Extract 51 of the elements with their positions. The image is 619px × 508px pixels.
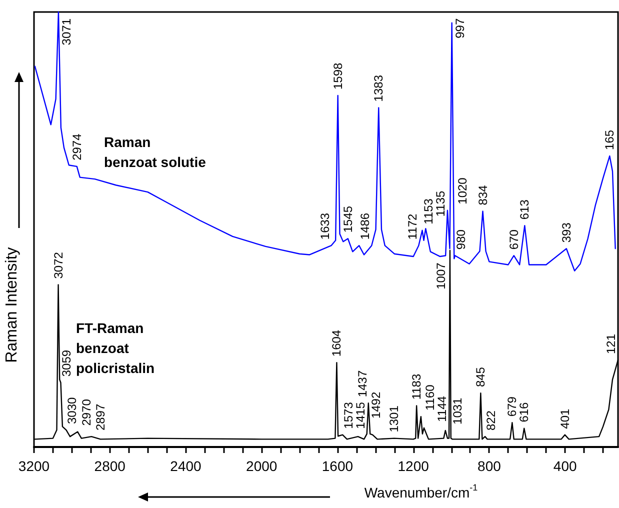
annotation: 2974 <box>70 133 84 160</box>
x-tick-label: 2800 <box>94 458 126 474</box>
annotation: 997 <box>452 18 467 38</box>
annotation: 1301 <box>387 405 402 432</box>
y-axis-title: Raman Intensity <box>4 247 20 363</box>
annotation: 1007 <box>434 262 448 290</box>
x-tick-label: 400 <box>553 458 577 474</box>
annotation: 1545 <box>340 206 355 233</box>
annotation: 1604 <box>330 330 344 357</box>
x-tick-label: 1200 <box>398 458 430 474</box>
annotation: 393 <box>559 222 574 243</box>
annotation: 2897 <box>93 404 108 431</box>
annotation: 3071 <box>59 18 74 46</box>
annotation: 165 <box>602 130 617 150</box>
annotation: 613 <box>518 199 532 220</box>
annotation: 1437 <box>355 370 370 398</box>
annotation: 1020 <box>455 177 470 204</box>
annotation: 121 <box>604 334 618 354</box>
annotation: 2970 <box>80 398 94 426</box>
annotation: 3030 <box>65 397 80 424</box>
x-tick-label: 1600 <box>322 458 354 474</box>
annotation: 1183 <box>410 374 424 400</box>
annotation: 670 <box>506 229 521 250</box>
annotation: 616 <box>517 402 532 422</box>
annotation: 401 <box>558 408 572 429</box>
annotation: 1153 <box>421 198 436 224</box>
annotation: 1573 <box>342 402 356 429</box>
series-label: FT-Raman benzoat policristalin <box>76 320 155 376</box>
annotation: 1633 <box>318 212 332 240</box>
x-tick-label: 800 <box>478 458 502 474</box>
annotation: 1492 <box>368 392 383 419</box>
annotation: 1486 <box>358 212 372 240</box>
annotation: 1031 <box>450 397 464 424</box>
annotation: 1598 <box>330 62 345 90</box>
annotation: 845 <box>474 366 488 388</box>
annotation: 980 <box>454 229 468 250</box>
annotation: 1172 <box>406 213 420 240</box>
series-label: Raman benzoat solutie <box>104 134 206 170</box>
x-tick-label: 2400 <box>170 458 202 474</box>
annotation: 1415 <box>354 402 368 429</box>
annotation: 1144 <box>434 396 449 422</box>
x-tick-label: 3200 <box>18 458 50 474</box>
annotation: 3059 <box>60 350 74 377</box>
x-tick-label: 2000 <box>246 458 278 474</box>
annotation: 822 <box>484 410 498 431</box>
annotation: 679 <box>505 396 520 417</box>
annotation: 1135 <box>434 190 448 217</box>
annotation: 1383 <box>372 74 386 102</box>
annotation: 3072 <box>51 252 66 279</box>
annotation: 834 <box>476 184 490 206</box>
annotation: 1160 <box>422 384 437 411</box>
